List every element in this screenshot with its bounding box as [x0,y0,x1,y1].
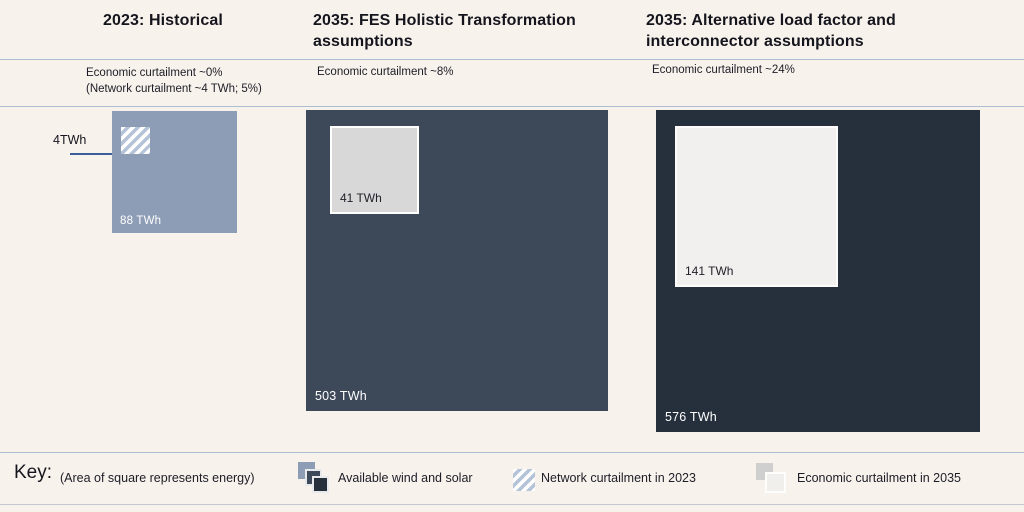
subtitle-2023-line1: Economic curtailment ~0% [86,67,223,79]
economic-curtailment-label-2035-fes: 41 TWh [340,191,382,205]
available-energy-label-2035-fes: 503 TWh [315,389,367,403]
divider-above-key [0,452,1024,453]
stacked-squares-icon [298,462,334,498]
available-energy-square-2035-alt: 141 TWh 576 TWh [656,110,980,432]
available-energy-square-2023: 88 TWh [112,111,237,233]
panel-title-2035-alternative: 2035: Alternative load factor and interc… [646,12,896,50]
divider-bottom [0,504,1024,505]
panel-title-2023-historical: 2023: Historical [103,12,223,29]
economic-curtailment-label-2035-alt: 141 TWh [685,264,734,278]
divider-under-titles [0,59,1024,60]
available-energy-label-2035-alt: 576 TWh [665,410,717,424]
hatched-square-icon [513,469,535,491]
key-item-economic-curtailment: Economic curtailment in 2035 [797,471,961,485]
available-energy-label-2023: 88 TWh [120,215,162,227]
overlapping-light-squares-icon [756,462,794,496]
divider-under-subtitles [0,106,1024,107]
subtitle-2023-line2: (Network curtailment ~4 TWh; 5%) [86,83,262,95]
economic-curtailment-square-2035-fes: 41 TWh [330,126,419,214]
light-square-white [765,472,786,493]
stacked-square-dark [312,476,329,493]
network-curtailment-callout-label: 4TWh [53,133,87,147]
key-title: Key: [14,462,53,483]
key-item-available-wind-solar: Available wind and solar [338,471,473,485]
subtitle-2035-alternative: Economic curtailment ~24% [652,64,795,76]
economic-curtailment-square-2035-alt: 141 TWh [675,126,838,287]
network-curtailment-square-2023 [121,127,150,154]
key-note: (Area of square represents energy) [60,471,255,485]
subtitle-2023: Economic curtailment ~0% (Network curtai… [86,65,262,97]
available-energy-square-2035-fes: 41 TWh 503 TWh [306,110,608,411]
subtitle-2035-fes: Economic curtailment ~8% [317,66,454,78]
key-item-network-curtailment: Network curtailment in 2023 [541,471,696,485]
panel-title-2035-fes: 2035: FES Holistic Transformation assump… [313,12,576,50]
callout-line [70,153,132,155]
